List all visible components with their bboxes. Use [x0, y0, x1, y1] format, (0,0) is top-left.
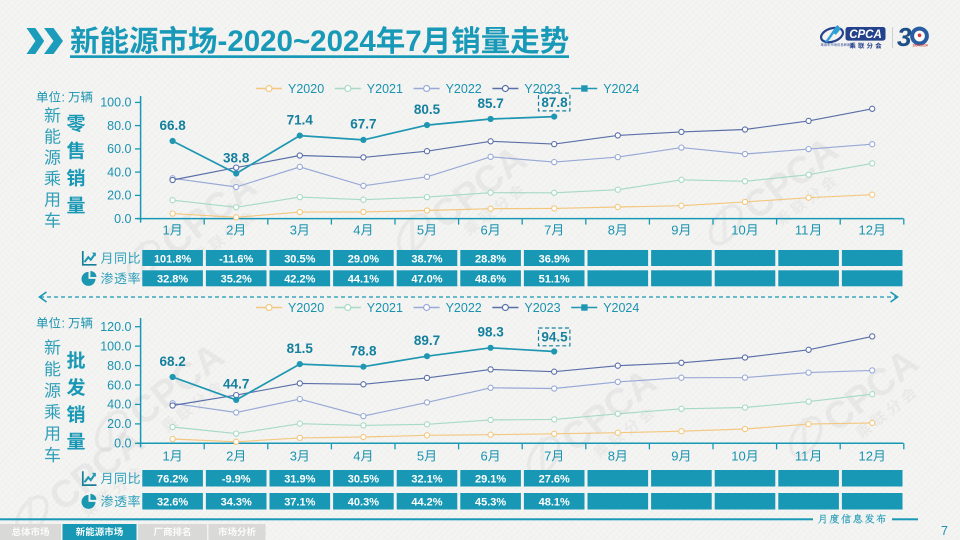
- svg-text:8: 8: [608, 223, 615, 238]
- svg-text:32.1%: 32.1%: [411, 474, 442, 486]
- svg-text:Y2022: Y2022: [446, 301, 482, 315]
- svg-text:36.9%: 36.9%: [539, 253, 570, 265]
- svg-text:35.2%: 35.2%: [221, 274, 252, 286]
- svg-text:40.0: 40.0: [107, 398, 131, 412]
- svg-text:80.0: 80.0: [107, 119, 131, 133]
- svg-text:44.7: 44.7: [223, 377, 249, 392]
- svg-text:32.8%: 32.8%: [157, 274, 188, 286]
- svg-text:Y2024: Y2024: [603, 82, 639, 96]
- svg-text:8: 8: [608, 449, 615, 464]
- svg-text:76.2%: 76.2%: [157, 474, 188, 486]
- svg-text:20.0: 20.0: [107, 189, 131, 203]
- svg-text:0.0: 0.0: [114, 212, 131, 226]
- svg-text:101.8%: 101.8%: [154, 253, 192, 265]
- svg-text:45.3%: 45.3%: [475, 497, 506, 509]
- svg-text:27.6%: 27.6%: [539, 474, 570, 486]
- svg-text:1: 1: [162, 449, 169, 464]
- svg-text:85.7: 85.7: [477, 96, 503, 111]
- svg-text:66.8: 66.8: [159, 118, 186, 133]
- svg-text:98.3: 98.3: [477, 325, 504, 340]
- svg-text:71.4: 71.4: [287, 112, 314, 127]
- svg-text:100.0: 100.0: [100, 96, 131, 110]
- svg-text:68.2: 68.2: [159, 354, 185, 369]
- svg-text:37.1%: 37.1%: [284, 497, 315, 509]
- svg-text:34.3%: 34.3%: [221, 497, 252, 509]
- svg-text:44.2%: 44.2%: [411, 497, 442, 509]
- svg-text:10: 10: [731, 223, 745, 238]
- svg-text:42.2%: 42.2%: [284, 274, 315, 286]
- svg-text:80.5: 80.5: [414, 102, 441, 117]
- svg-text:60.0: 60.0: [107, 142, 131, 156]
- svg-text:48.6%: 48.6%: [475, 274, 506, 286]
- svg-text:1: 1: [162, 223, 169, 238]
- svg-text:80.0: 80.0: [107, 359, 131, 373]
- svg-text:-9.9%: -9.9%: [222, 474, 251, 486]
- svg-text:-11.6%: -11.6%: [219, 253, 253, 265]
- svg-text:Y2022: Y2022: [446, 82, 482, 96]
- svg-text:3: 3: [897, 22, 912, 52]
- svg-text:7: 7: [544, 449, 551, 464]
- svg-text:1994-2024: 1994-2024: [912, 44, 927, 48]
- svg-text:7: 7: [544, 223, 551, 238]
- svg-text:32.6%: 32.6%: [157, 497, 188, 509]
- svg-text:94.5: 94.5: [541, 330, 568, 345]
- svg-text:30.5%: 30.5%: [348, 474, 379, 486]
- svg-text:Y2020: Y2020: [288, 301, 324, 315]
- svg-text:100.0: 100.0: [100, 339, 131, 353]
- svg-text:31.9%: 31.9%: [284, 474, 315, 486]
- svg-text:30.5%: 30.5%: [284, 253, 315, 265]
- svg-text:12: 12: [858, 223, 872, 238]
- svg-text:0.0: 0.0: [114, 437, 131, 451]
- svg-text:Y2020: Y2020: [288, 82, 324, 96]
- svg-text:44.1%: 44.1%: [348, 274, 379, 286]
- svg-text:87.8: 87.8: [541, 95, 568, 110]
- svg-text:4: 4: [353, 449, 360, 464]
- svg-text:20.0: 20.0: [107, 417, 131, 431]
- svg-text:7: 7: [405, 25, 421, 58]
- svg-text:60.0: 60.0: [107, 378, 131, 392]
- svg-text:Y2021: Y2021: [367, 82, 403, 96]
- svg-text:89.7: 89.7: [414, 333, 440, 348]
- svg-text:9: 9: [671, 449, 678, 464]
- svg-text:11: 11: [795, 223, 809, 238]
- svg-text:4: 4: [353, 223, 360, 238]
- svg-text::: :: [62, 91, 65, 105]
- svg-text:47.0%: 47.0%: [411, 274, 442, 286]
- svg-text:3: 3: [290, 223, 297, 238]
- svg-text:6: 6: [480, 449, 487, 464]
- svg-text:38.7%: 38.7%: [411, 253, 442, 265]
- svg-text:5: 5: [417, 449, 424, 464]
- svg-text:3: 3: [290, 449, 297, 464]
- svg-text:40.3%: 40.3%: [348, 497, 379, 509]
- svg-text:29.1%: 29.1%: [475, 474, 506, 486]
- svg-text:Y2023: Y2023: [524, 82, 560, 96]
- svg-text:12: 12: [858, 449, 872, 464]
- svg-text:7: 7: [941, 524, 948, 538]
- svg-text:38.8: 38.8: [223, 150, 250, 165]
- svg-text:28.8%: 28.8%: [475, 253, 506, 265]
- svg-text:Y2024: Y2024: [603, 301, 639, 315]
- svg-text:10: 10: [731, 449, 745, 464]
- svg-text:78.8: 78.8: [350, 344, 377, 359]
- svg-text:67.7: 67.7: [350, 117, 376, 132]
- svg-text::: :: [62, 317, 65, 331]
- svg-text:CPCA: CPCA: [849, 29, 882, 41]
- svg-text:81.5: 81.5: [287, 341, 314, 356]
- svg-text:Y2023: Y2023: [524, 301, 560, 315]
- svg-text:6: 6: [480, 223, 487, 238]
- svg-text:51.1%: 51.1%: [539, 274, 570, 286]
- svg-text:Y2021: Y2021: [367, 301, 403, 315]
- svg-text:2: 2: [226, 449, 233, 464]
- svg-text:-2020~2024: -2020~2024: [218, 25, 377, 58]
- svg-text:40.0: 40.0: [107, 165, 131, 179]
- svg-text:9: 9: [671, 223, 678, 238]
- svg-text:2: 2: [226, 223, 233, 238]
- svg-text:11: 11: [795, 449, 809, 464]
- svg-text:29.0%: 29.0%: [348, 253, 379, 265]
- svg-text:48.1%: 48.1%: [539, 497, 570, 509]
- svg-text:5: 5: [417, 223, 424, 238]
- svg-text:120.0: 120.0: [100, 320, 131, 334]
